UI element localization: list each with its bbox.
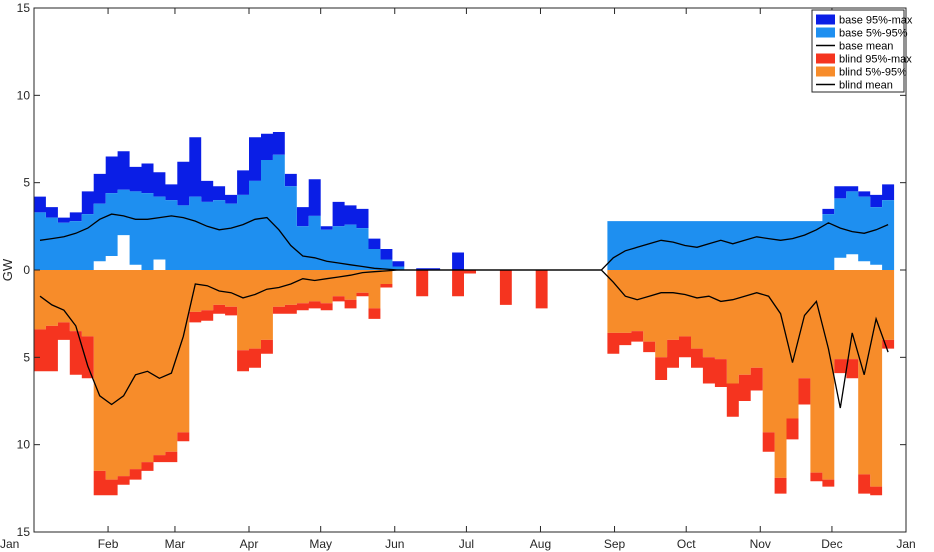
x-tick-label: May — [309, 537, 332, 551]
legend-label: blind 5%-95% — [839, 67, 907, 79]
series-blind-95-max — [34, 270, 895, 496]
x-tick-label: Jan — [896, 537, 915, 551]
plot-areas — [34, 132, 895, 496]
x-tick-label: Nov — [750, 537, 771, 551]
legend-swatch — [816, 66, 835, 77]
legend-label: blind 95%-max — [839, 54, 912, 66]
x-tick-label: Aug — [530, 537, 551, 551]
legend-label: base 95%-max — [839, 15, 913, 27]
y-tick-label: 15 — [17, 525, 31, 539]
series-blind-5-95 — [34, 270, 895, 487]
legend-swatch — [816, 27, 835, 38]
series-base-95-max — [34, 132, 895, 270]
x-tick-label: Feb — [98, 537, 119, 551]
x-tick-label: Dec — [821, 537, 842, 551]
y-axis: 15 10 5 0 5 10 15 — [17, 1, 906, 539]
x-tick-label: Apr — [240, 537, 259, 551]
x-tick-label: Oct — [677, 537, 696, 551]
x-tick-label: Jan — [0, 537, 19, 551]
legend-label: base 5%-95% — [839, 28, 908, 40]
x-tick-label: Jul — [459, 537, 474, 551]
y-tick-label: 5 — [23, 350, 30, 364]
x-tick-label: Mar — [165, 537, 186, 551]
y-tick-label: 0 — [23, 263, 30, 277]
x-tick-label: Sep — [604, 537, 626, 551]
y-tick-label: 10 — [17, 438, 31, 452]
y-tick-label: 5 — [23, 176, 30, 190]
series-blind-mean — [39, 269, 889, 409]
legend-swatch — [816, 14, 835, 25]
y-tick-label: 10 — [17, 88, 31, 102]
mean-lines — [39, 213, 889, 409]
y-tick-label: 15 — [17, 1, 31, 15]
y-axis-label: GW — [0, 258, 15, 281]
legend-label: blind mean — [839, 80, 893, 92]
legend-label: base mean — [839, 41, 893, 53]
series-base-5-95 — [34, 154, 895, 270]
legend-swatch — [816, 53, 835, 64]
x-axis: Jan Feb Mar Apr May Jun Jul Aug Sep Oct Nov Dec Jan — [0, 8, 916, 551]
x-tick-label: Jun — [385, 537, 404, 551]
